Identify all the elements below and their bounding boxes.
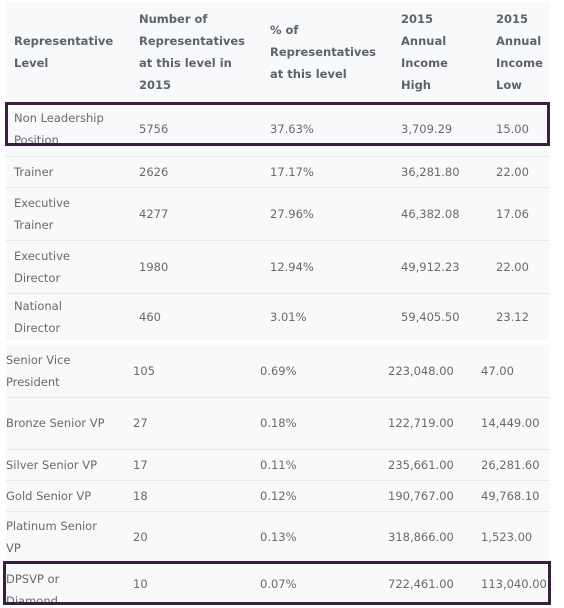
cell-income-high: 122,719.00 — [388, 416, 454, 430]
table-row: National Director 460 3.01% 59,405.50 23… — [6, 293, 549, 340]
cell-percent: 37.63% — [270, 122, 314, 136]
cell-income-low: 23.12 — [496, 309, 529, 324]
cell-percent: 3.01% — [270, 309, 307, 324]
table-part-lower: Senior Vice President 105 0.69% 223,048.… — [6, 345, 549, 605]
cell-level: Non Leadership Position — [14, 111, 104, 147]
table-row: Non Leadership Position 5756 37.63% 3,70… — [6, 102, 549, 157]
cell-income-low: 15.00 — [496, 122, 529, 136]
table-row: Bronze Senior VP 27 0.18% 122,719.00 14,… — [6, 397, 549, 450]
cell-level: Executive Director — [14, 248, 70, 285]
cell-level: Executive Trainer — [14, 195, 70, 232]
cell-income-low: 14,449.00 — [481, 416, 540, 430]
cell-income-low: 26,281.60 — [481, 457, 540, 472]
cell-income-low: 22.00 — [496, 259, 529, 274]
header-representative-level: Representative Level — [14, 34, 114, 70]
cell-income-high: 36,281.80 — [401, 164, 460, 179]
cell-percent: 27.96% — [270, 206, 314, 221]
cell-income-low: 47.00 — [481, 364, 514, 378]
table-row: DPSVP or Diamond 10 0.07% 722,461.00 113… — [6, 563, 549, 605]
cell-level: DPSVP or Diamond — [6, 572, 60, 605]
cell-percent: 0.13% — [260, 530, 297, 544]
cell-percent: 0.12% — [260, 488, 297, 503]
table-row: Trainer 2626 17.17% 36,281.80 22.00 — [6, 156, 549, 188]
cell-income-low: 22.00 — [496, 164, 529, 179]
header-percent-of-representatives: % of Representatives at this level — [270, 23, 377, 81]
cell-count: 5756 — [139, 122, 169, 136]
cell-income-high: 318,866.00 — [388, 530, 454, 544]
cell-income-high: 3,709.29 — [401, 122, 453, 136]
cell-percent: 0.69% — [260, 364, 297, 378]
cell-percent: 0.18% — [260, 416, 297, 430]
cell-count: 460 — [139, 309, 161, 324]
cell-income-high: 223,048.00 — [388, 364, 454, 378]
cell-level: Bronze Senior VP — [6, 416, 105, 430]
table-part-upper: Representative Level Number of Represent… — [6, 2, 549, 340]
cell-income-low: 113,040.00 — [481, 577, 547, 591]
cell-income-high: 190,767.00 — [388, 488, 454, 503]
table-row: Platinum Senior VP 20 0.13% 318,866.00 1… — [6, 511, 549, 564]
cell-level: Platinum Senior VP — [6, 519, 97, 555]
cell-percent: 12.94% — [270, 259, 314, 274]
cell-percent: 0.11% — [260, 457, 297, 472]
cell-income-low: 49,768.10 — [481, 488, 540, 503]
cell-count: 1980 — [139, 259, 169, 274]
cell-count: 4277 — [139, 206, 169, 221]
table-row: Senior Vice President 105 0.69% 223,048.… — [6, 345, 549, 398]
cell-count: 10 — [133, 577, 148, 591]
cell-level: Trainer — [14, 164, 54, 179]
header-number-of-representatives: Number of Representatives at this level … — [139, 12, 246, 92]
cell-count: 18 — [133, 488, 148, 503]
cell-count: 17 — [133, 457, 148, 472]
cell-income-high: 722,461.00 — [388, 577, 454, 591]
table-row: Executive Trainer 4277 27.96% 46,382.08 … — [6, 187, 549, 241]
cell-income-high: 59,405.50 — [401, 309, 460, 324]
header-income-high: 2015 Annual Income High — [401, 12, 448, 92]
table-row: Gold Senior VP 18 0.12% 190,767.00 49,76… — [6, 480, 549, 512]
cell-percent: 0.07% — [260, 577, 297, 591]
header-income-low: 2015 Annual Income Low — [496, 12, 543, 92]
cell-count: 105 — [133, 364, 155, 378]
cell-level: Senior Vice President — [6, 353, 71, 389]
cell-income-high: 235,661.00 — [388, 457, 454, 472]
cell-count: 27 — [133, 416, 148, 430]
cell-count: 2626 — [139, 164, 169, 179]
table-header-row: Representative Level Number of Represent… — [6, 2, 549, 103]
cell-income-high: 46,382.08 — [401, 206, 460, 221]
table-row: Silver Senior VP 17 0.11% 235,661.00 26,… — [6, 449, 549, 481]
cell-percent: 17.17% — [270, 164, 314, 179]
cell-income-low: 1,523.00 — [481, 530, 533, 544]
cell-level: National Director — [14, 298, 62, 335]
cell-level: Gold Senior VP — [6, 488, 92, 503]
table-row: Executive Director 1980 12.94% 49,912.23… — [6, 240, 549, 294]
cell-income-high: 49,912.23 — [401, 259, 460, 274]
cell-income-low: 17.06 — [496, 206, 529, 221]
cell-count: 20 — [133, 530, 148, 544]
cell-level: Silver Senior VP — [6, 457, 98, 472]
